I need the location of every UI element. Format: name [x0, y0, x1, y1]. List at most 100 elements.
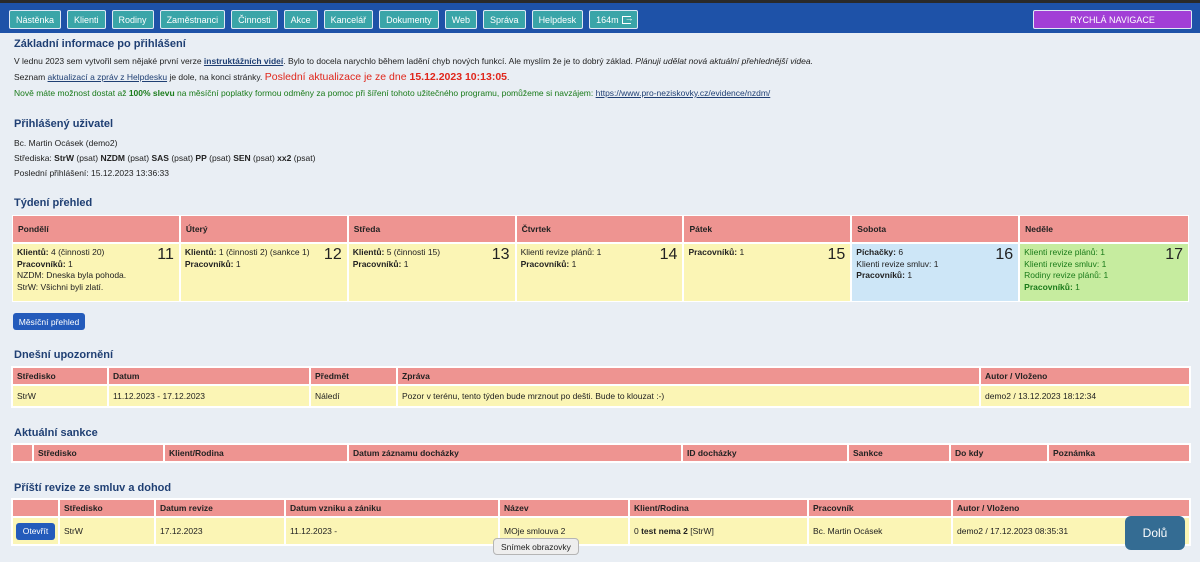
day-line-key: Pracovníků: [856, 270, 905, 280]
revisions-title: Příští revize ze smluv a dohod [14, 482, 172, 494]
day-line: Klienti revize smluv: 1 [1024, 259, 1184, 271]
day-line: Pracovníků: 1 [353, 259, 511, 271]
day-saturday[interactable]: Sobota 1 6 Píchačky: 6 Klienti revize sml… [852, 216, 1021, 301]
center-code: SEN [233, 153, 251, 163]
nav-klienti[interactable]: Klienti [67, 10, 106, 29]
day-name: Čtvrtek [516, 216, 683, 244]
logout-timer-button[interactable]: 164m [589, 10, 638, 29]
day-content: 1 6 Píchačky: 6 Klienti revize smluv: 1 P… [852, 244, 1019, 301]
scroll-down-button[interactable]: Dolů [1125, 516, 1185, 550]
day-name: Sobota [852, 216, 1019, 244]
nav-dokumenty[interactable]: Dokumenty [379, 10, 439, 29]
nav-nastenka[interactable]: Nástěnka [9, 10, 62, 29]
day-line-value: 1 [233, 258, 241, 269]
revisions-table: Středisko Datum revize Datum vzniku a zá… [11, 498, 1191, 546]
nav-rodiny[interactable]: Rodiny [111, 10, 154, 29]
day-monday[interactable]: Pondělí 11 Klientů: 4 (činnosti 20) Prac… [13, 216, 181, 301]
col-header: ID docházky [681, 443, 849, 463]
day-content: 14 Klienti revize plánů: 1 Pracovníků: 1 [516, 244, 683, 301]
day-line-key: Pracovníků: [184, 258, 234, 269]
col-header: Sankce [847, 443, 951, 463]
day-line-value: 1 [737, 247, 745, 257]
nav-sprava[interactable]: Správa [483, 10, 526, 29]
day-sunday[interactable]: Neděle 17 Klienti revize plánů: 1 Klient… [1020, 216, 1189, 301]
centers-label: Střediska: [14, 153, 55, 163]
day-wednesday[interactable]: Středa 13 Klientů: 5 (činnosti 15) Praco… [348, 216, 517, 301]
cell: Bc. Martin Ocásek [807, 516, 953, 546]
alerts-table: Středisko Datum Předmět Zpráva Autor / V… [11, 366, 1191, 408]
user-centers: Střediska: StrW (psat) NZDM (psat) SAS (… [14, 153, 315, 163]
day-line-value: Klienti revize plánů: 1 [520, 247, 602, 257]
cell: StrW [58, 516, 156, 546]
day-name: Úterý [180, 216, 347, 244]
center-code: StrW [54, 153, 74, 163]
day-line-key: Pracovníků: [1024, 281, 1073, 292]
center-perm: (psat) [74, 153, 101, 163]
day-line-value: 1 [904, 270, 913, 280]
discount-link[interactable]: https://www.pro-neziskovky.cz/evidence/n… [595, 88, 771, 98]
day-line: Klienti revize plánů: 1 [1024, 247, 1184, 259]
day-line-value: 5 (činnosti 15) [384, 247, 441, 257]
cell: 0 test nema 2 [StrW] [628, 516, 809, 546]
day-content: 12 Klientů: 1 (činnosti 2) (sankce 1) Pr… [180, 244, 347, 301]
cell: StrW [11, 384, 109, 408]
col-header: Středisko [58, 498, 156, 518]
col-header [11, 498, 60, 518]
day-line-key: Klientů: [184, 247, 217, 257]
table-row[interactable]: Otevřít StrW 17.12.2023 11.12.2023 - MOj… [11, 516, 1191, 546]
nav-kancelar[interactable]: Kancelář [323, 10, 374, 29]
nav-web[interactable]: Web [444, 10, 478, 29]
day-line-value: Klienti revize smluv: 1 [856, 258, 939, 269]
videos-link[interactable]: instruktážních videí [203, 56, 284, 66]
day-line-value: 4 (činnosti 20) [48, 247, 105, 257]
info-text: Nově máte možnost dostat až [14, 88, 129, 98]
col-header: Název [498, 498, 630, 518]
day-content: 13 Klientů: 5 (činnosti 15) Pracovníků: … [348, 244, 515, 301]
nav-cinnosti[interactable]: Činnosti [231, 10, 278, 29]
logout-timer-label: 164m [596, 14, 619, 25]
quick-navigation-button[interactable]: RYCHLÁ NAVIGACE [1033, 10, 1192, 29]
table-header-row: Středisko Datum revize Datum vzniku a zá… [11, 498, 1191, 518]
day-friday[interactable]: Pátek 15 Pracovníků: 1 [684, 216, 853, 301]
day-line-value: 6 [896, 247, 904, 257]
nav-helpdesk[interactable]: Helpdesk [531, 10, 584, 29]
center-code: PP [195, 153, 207, 163]
day-line-value: 1 [569, 258, 577, 269]
nav-akce[interactable]: Akce [283, 10, 318, 29]
cell: Otevřít [11, 516, 60, 546]
day-thursday[interactable]: Čtvrtek 14 Klienti revize plánů: 1 Praco… [516, 216, 685, 301]
last-update-date: 15.12.2023 10:13:05 [409, 71, 508, 83]
day-line-value: 1 [1072, 281, 1080, 292]
day-tuesday[interactable]: Úterý 12 Klientů: 1 (činnosti 2) (sankce… [180, 216, 349, 301]
day-line: Pracovníků: 1 [688, 247, 846, 259]
screenshot-tooltip: Snímek obrazovky [493, 538, 579, 555]
col-header: Autor / Vloženo [979, 366, 1191, 386]
day-number: 12 [323, 246, 342, 263]
day-number: 14 [659, 246, 678, 263]
top-navbar: Nástěnka Klienti Rodiny Zaměstnanci Činn… [0, 0, 1200, 33]
col-header: Středisko [32, 443, 165, 463]
center-perm: (psat) [168, 153, 196, 163]
open-button[interactable]: Otevřít [16, 522, 55, 540]
info-text: je dole, na konci stránky. [167, 72, 265, 82]
nav-zamestnanci[interactable]: Zaměstnanci [159, 10, 226, 29]
center-code: NZDM [100, 153, 126, 163]
updates-link[interactable]: aktualizací a zpráv z Helpdesku [47, 72, 168, 82]
day-line: Pracovníků: 1 [856, 270, 1014, 282]
table-header-row: Středisko Datum Předmět Zpráva Autor / V… [11, 366, 1191, 386]
day-content: 11 Klientů: 4 (činnosti 20) Pracovníků: … [13, 244, 179, 301]
col-header: Poznámka [1047, 443, 1191, 463]
day-name: Středa [348, 216, 515, 244]
day-line: Klientů: 4 (činnosti 20) [17, 247, 175, 259]
day-line: Píchačky: 6 [856, 247, 1014, 259]
info-text: . [507, 72, 510, 82]
day-line-value: 1 (činnosti 2) (sankce 1) [216, 247, 310, 257]
table-row[interactable]: StrW 11.12.2023 - 17.12.2023 Náledí Pozo… [11, 384, 1191, 408]
logout-icon [621, 13, 634, 24]
info-text: V lednu 2023 sem vytvořil sem nějaké prv… [14, 56, 204, 66]
day-line-value: StrW: Všichni byli zlatí. [17, 281, 104, 292]
week-overview: Pondělí 11 Klientů: 4 (činnosti 20) Prac… [12, 215, 1189, 302]
day-line-key: Pracovníků: [688, 247, 738, 257]
monthly-overview-button[interactable]: Měsíční přehled [13, 313, 85, 330]
day-line: Klientů: 5 (činnosti 15) [353, 247, 511, 259]
